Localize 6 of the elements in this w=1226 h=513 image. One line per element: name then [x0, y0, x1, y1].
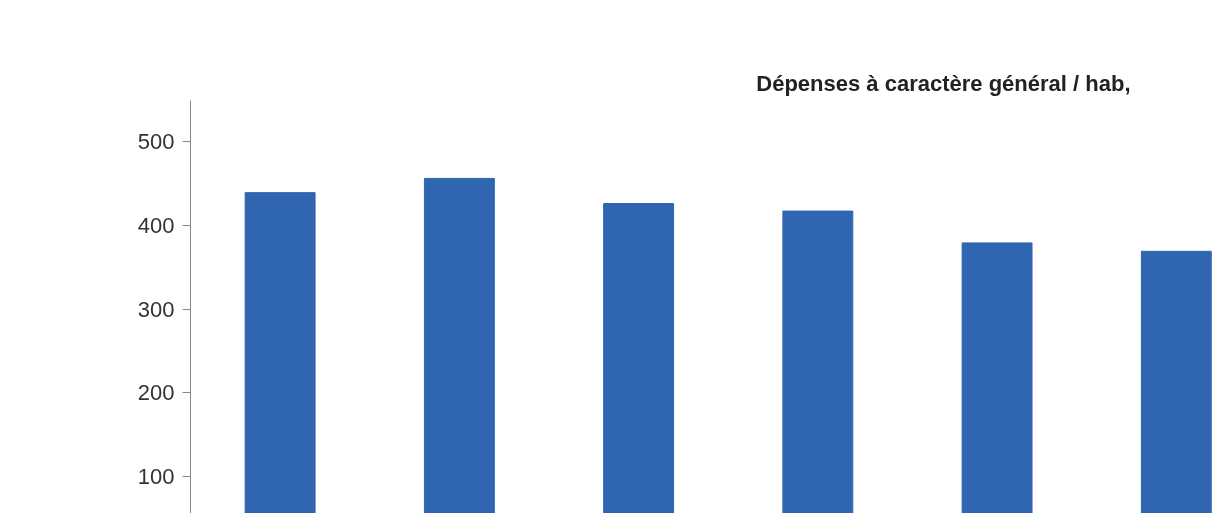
y-tick-label: 200 — [137, 380, 175, 406]
y-tick-label: 100 — [137, 464, 175, 490]
y-tick-label: 400 — [137, 212, 175, 238]
chart-title: Dépenses à caractère général / hab, — [756, 70, 1131, 96]
y-tick-label: 300 — [137, 296, 175, 322]
y-tick-label: 500 — [137, 129, 175, 155]
